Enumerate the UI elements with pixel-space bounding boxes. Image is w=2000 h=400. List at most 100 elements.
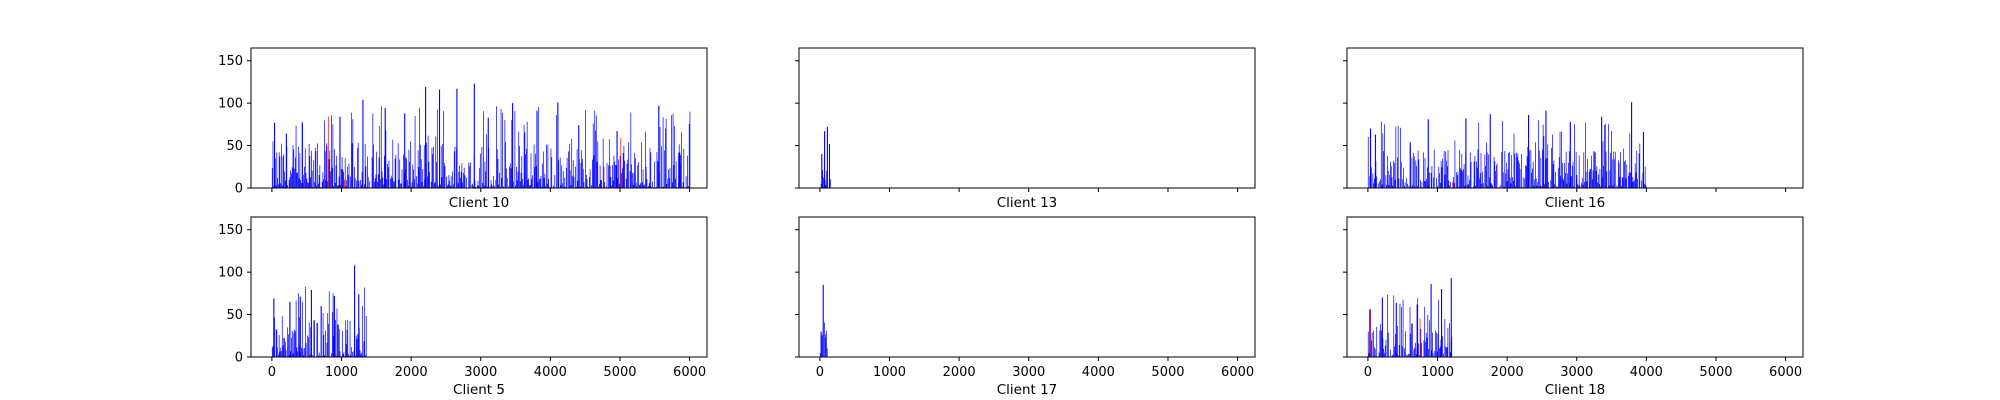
bar — [1642, 172, 1644, 188]
bar — [282, 345, 284, 357]
bar — [547, 144, 549, 188]
bar — [350, 355, 352, 357]
bar — [531, 179, 533, 188]
bar — [452, 171, 454, 188]
bar — [485, 171, 487, 188]
bar — [1616, 185, 1618, 188]
bar — [463, 172, 464, 188]
bar — [826, 170, 828, 188]
x-tick-label: 0 — [1364, 365, 1372, 380]
bar — [1476, 161, 1477, 188]
bar — [468, 162, 470, 188]
bar-series — [1367, 278, 1453, 357]
bar — [353, 350, 355, 357]
bar — [622, 168, 623, 188]
bar — [1464, 186, 1466, 188]
bar — [369, 181, 371, 188]
bar — [523, 125, 525, 188]
subplot-label: Client 17 — [997, 382, 1058, 398]
bar — [549, 186, 550, 188]
bar — [1408, 185, 1410, 188]
bar — [619, 156, 621, 188]
bar — [479, 167, 480, 188]
bar — [337, 185, 338, 188]
bar — [641, 182, 643, 188]
bar — [1370, 340, 1372, 357]
bar — [1644, 166, 1646, 188]
bar — [1384, 345, 1386, 357]
bar — [686, 186, 688, 188]
bar — [275, 329, 277, 357]
bar — [579, 159, 580, 188]
bar — [508, 186, 510, 188]
bar — [1433, 149, 1435, 188]
bar — [316, 185, 318, 188]
bar — [678, 152, 679, 188]
bar — [555, 115, 557, 188]
bar — [1604, 123, 1606, 188]
bar — [297, 172, 298, 188]
bar — [438, 89, 441, 188]
y-tick-label: 0 — [235, 182, 243, 197]
bar — [825, 334, 827, 357]
bar — [596, 161, 598, 188]
bar — [511, 119, 513, 188]
bar — [1484, 154, 1486, 188]
bar — [824, 131, 826, 188]
bar — [341, 157, 343, 188]
bar — [1411, 323, 1413, 357]
bar — [1406, 354, 1408, 357]
bar — [661, 146, 662, 188]
bar — [559, 157, 561, 188]
bar — [1374, 134, 1376, 188]
bar — [287, 327, 288, 357]
bar — [297, 147, 299, 188]
bar — [1380, 121, 1382, 188]
bar — [1535, 142, 1536, 188]
bar — [616, 131, 618, 188]
bar — [1381, 297, 1383, 357]
y-tick-label: 50 — [226, 139, 243, 154]
bar — [589, 169, 591, 188]
bar — [453, 184, 454, 188]
bar — [1579, 185, 1581, 188]
bar — [1443, 151, 1445, 188]
bar — [679, 152, 681, 188]
bar — [1534, 179, 1536, 188]
bar — [1399, 303, 1401, 357]
bar — [1397, 157, 1398, 188]
bar — [550, 148, 552, 188]
bar — [595, 115, 597, 188]
bar — [356, 180, 358, 188]
bar — [1425, 181, 1427, 188]
bar — [1535, 178, 1537, 188]
bar — [333, 186, 335, 188]
bar — [413, 178, 415, 188]
bar — [1578, 155, 1580, 188]
bar — [273, 298, 275, 357]
bar — [1475, 185, 1476, 188]
bar — [1438, 166, 1440, 188]
bar — [344, 158, 346, 188]
bar — [1446, 166, 1448, 188]
bar — [317, 183, 319, 188]
bar — [1506, 181, 1508, 188]
x-tick-label: 6000 — [673, 365, 706, 380]
bar — [1600, 186, 1602, 188]
bar — [1412, 185, 1414, 188]
bar — [301, 183, 302, 188]
x-tick-label: 1000 — [325, 365, 358, 380]
bar — [822, 284, 824, 357]
bar — [377, 174, 379, 188]
bar — [1479, 178, 1480, 188]
bar — [1449, 323, 1450, 357]
bar — [1478, 122, 1480, 188]
bar — [1403, 168, 1404, 188]
bar — [1555, 171, 1556, 188]
bar — [1414, 347, 1415, 357]
bar — [1599, 168, 1601, 188]
bar — [674, 126, 675, 188]
bar — [443, 163, 445, 188]
bar — [282, 156, 284, 188]
bar — [509, 166, 510, 188]
